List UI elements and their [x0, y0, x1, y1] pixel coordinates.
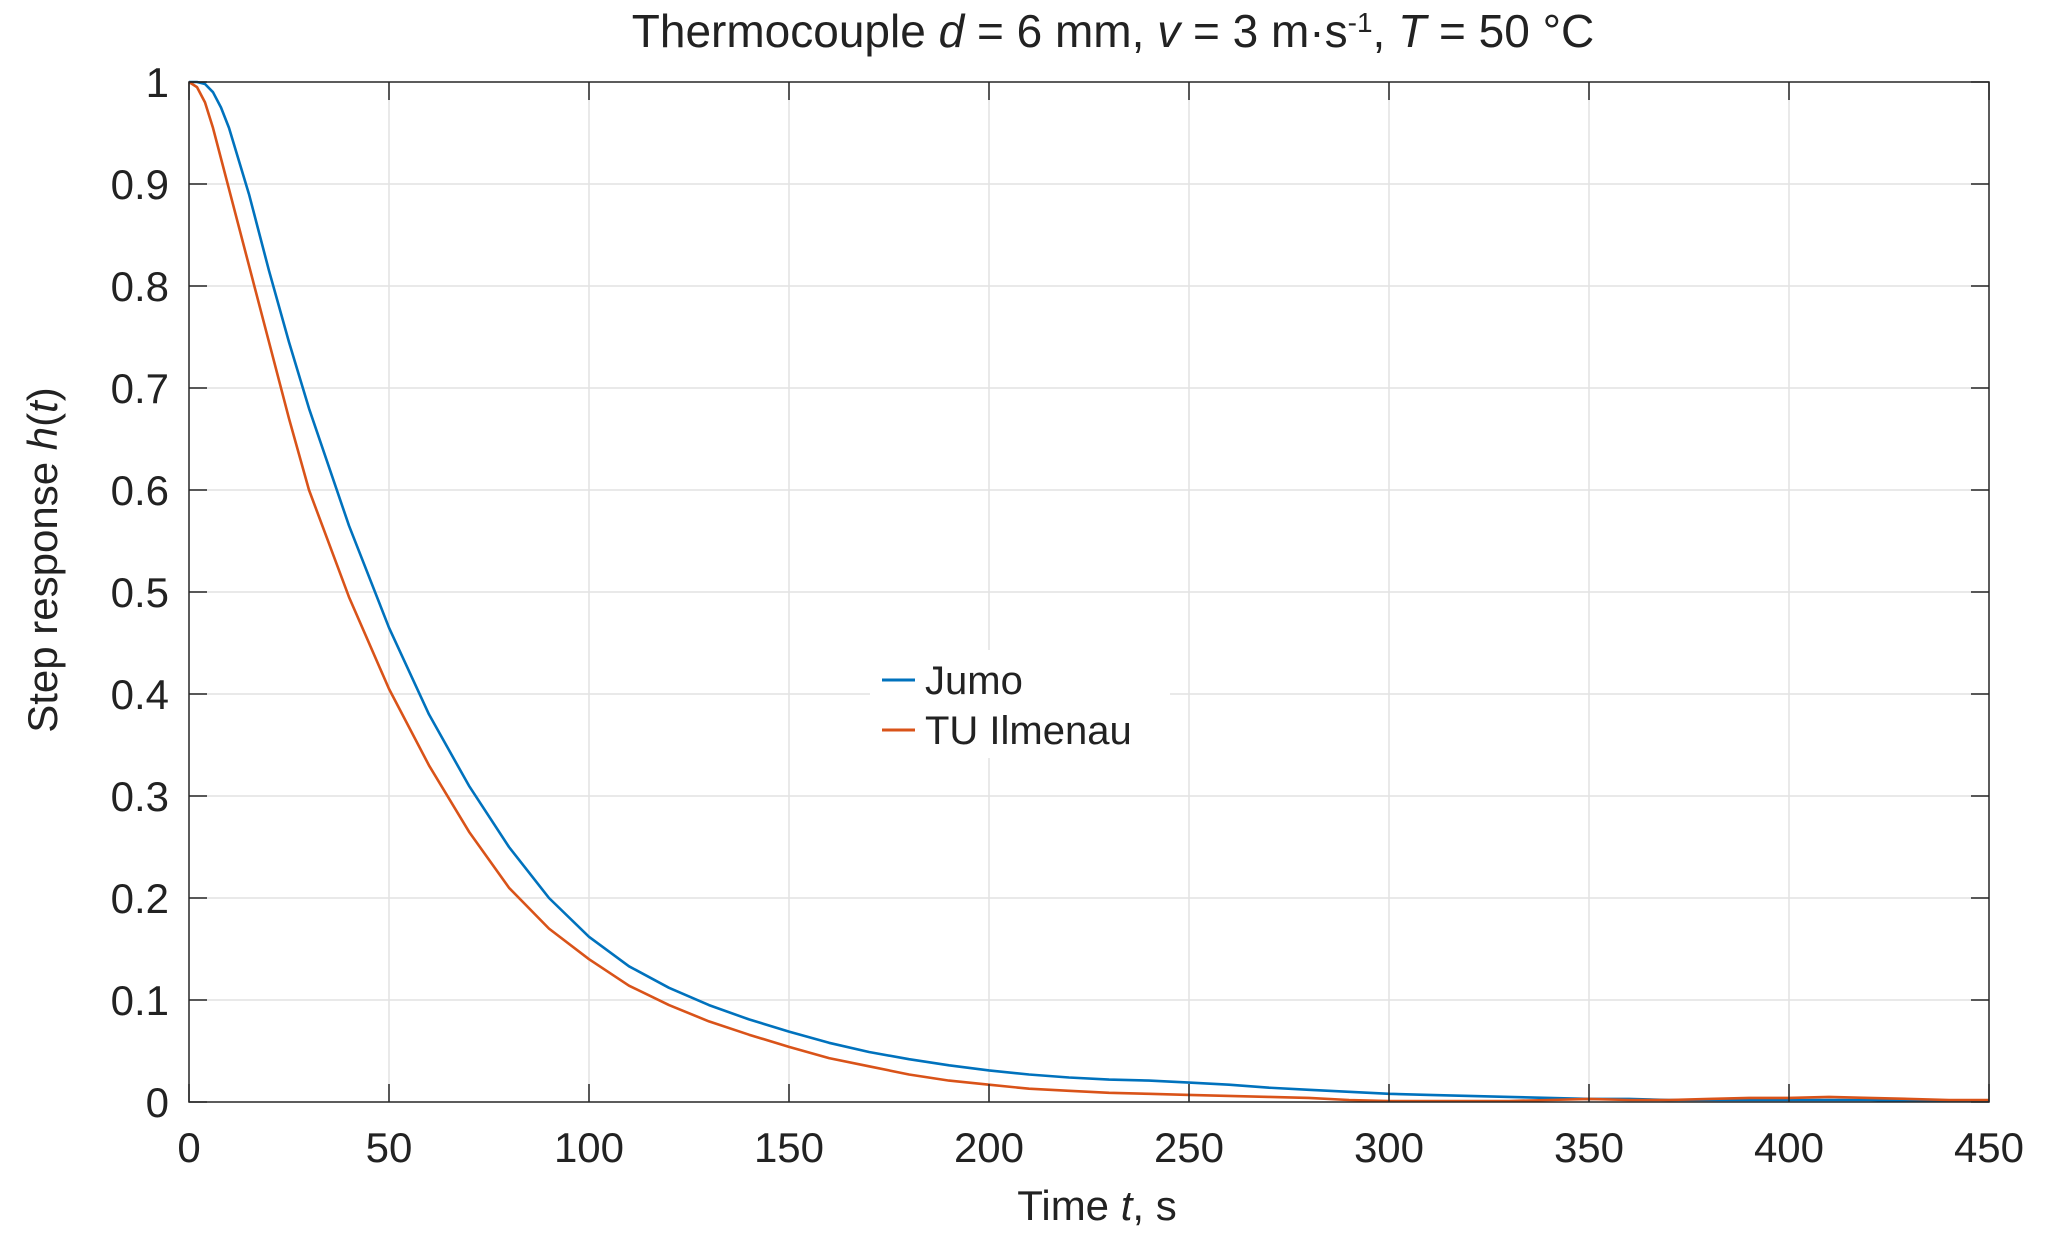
title-v-value: = 3 m·s: [1180, 5, 1347, 57]
y-axis-label: Step response h(t): [19, 387, 66, 733]
y-tick-label: 1: [146, 59, 169, 106]
series-line-tu-ilmenau: [188, 80, 1989, 1103]
y-tick-label: 0.7: [111, 365, 169, 412]
x-tick-label: 450: [1954, 1124, 2024, 1171]
x-tick-labels: 0 50 100 150 200 250 300 350 400 450: [177, 1124, 2024, 1171]
title-d-value: = 6 mm,: [964, 5, 1157, 57]
x-tick-label: 150: [754, 1124, 824, 1171]
title-d-symbol: d: [939, 5, 966, 57]
legend-background: [870, 650, 1170, 758]
x-tick-label: 0: [177, 1124, 200, 1171]
legend-label-tu-ilmenau: TU Ilmenau: [925, 709, 1132, 753]
grid-lines: [189, 82, 1989, 1102]
y-tick-label: 0.6: [111, 467, 169, 514]
x-tick-label: 100: [554, 1124, 624, 1171]
x-tick-label: 50: [366, 1124, 413, 1171]
y-tick-label: 0.2: [111, 875, 169, 922]
x-tick-label: 200: [954, 1124, 1024, 1171]
y-tick-label: 0: [146, 1079, 169, 1126]
plot-area: [188, 80, 1989, 1103]
y-tick-label: 0.3: [111, 773, 169, 820]
y-tick-label: 0.9: [111, 161, 169, 208]
title-v-exponent: -1: [1348, 7, 1373, 38]
title-prefix: Thermocouple: [632, 5, 939, 57]
x-tick-label: 400: [1754, 1124, 1824, 1171]
x-axis-label: Time t, s: [1017, 1182, 1176, 1229]
legend: Jumo TU Ilmenau: [870, 650, 1170, 758]
y-tick-label: 0.5: [111, 569, 169, 616]
y-tick-label: 0.4: [111, 671, 169, 718]
title-T-symbol: T: [1398, 5, 1429, 57]
title-T-value: = 50 °C: [1426, 5, 1594, 57]
chart-title: Thermocouple d = 6 mm, v = 3 m·s-1, T = …: [632, 5, 1594, 57]
title-separator: ,: [1373, 5, 1399, 57]
tick-marks: [188, 81, 1990, 1103]
legend-label-jumo: Jumo: [925, 659, 1023, 703]
y-tick-labels: 0 0.1 0.2 0.3 0.4 0.5 0.6 0.7 0.8 0.9 1: [111, 59, 169, 1126]
x-tick-label: 350: [1554, 1124, 1624, 1171]
y-tick-label: 0.1: [111, 977, 169, 1024]
title-v-symbol: v: [1157, 5, 1183, 57]
x-tick-label: 250: [1154, 1124, 1224, 1171]
x-tick-label: 300: [1354, 1124, 1424, 1171]
y-tick-label: 0.8: [111, 263, 169, 310]
